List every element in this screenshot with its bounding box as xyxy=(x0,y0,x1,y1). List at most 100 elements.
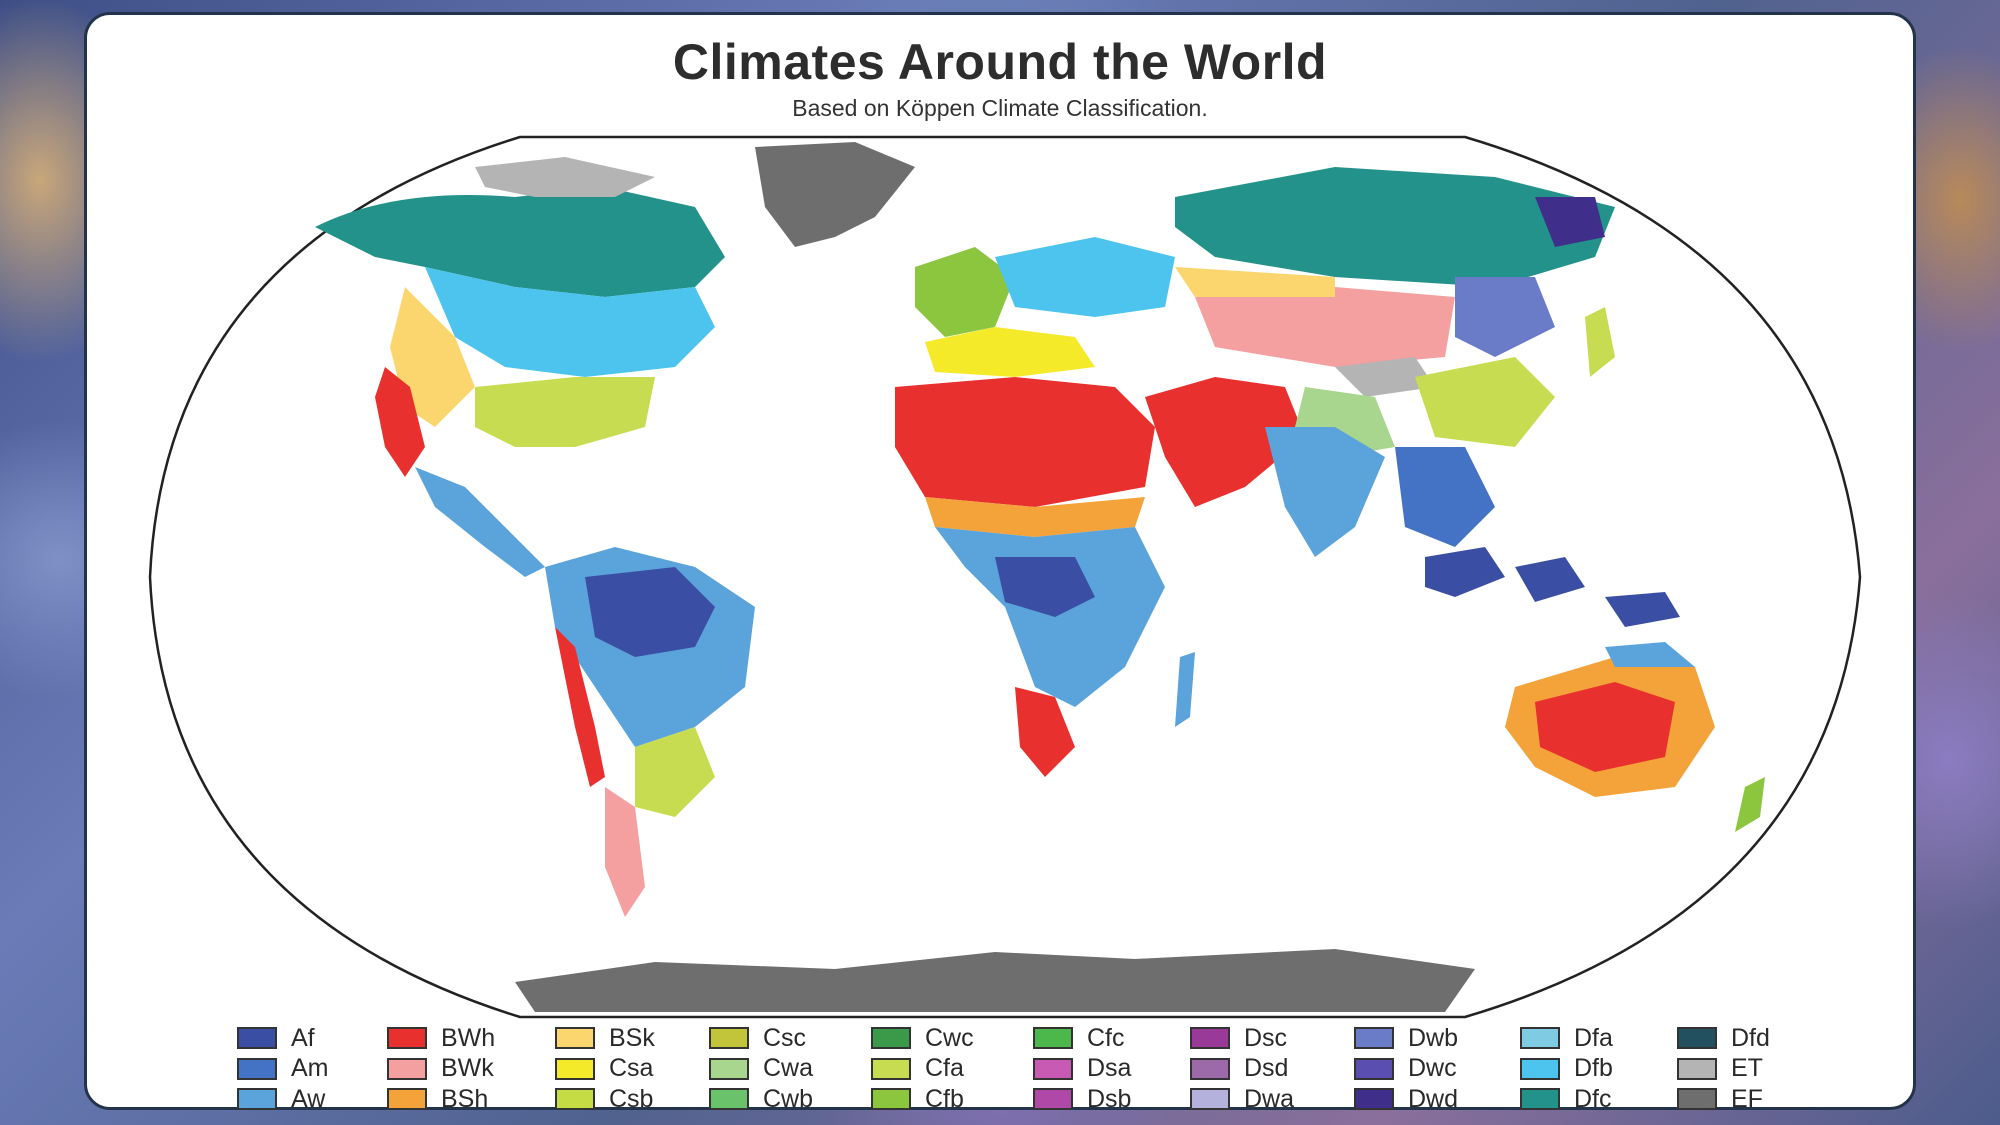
legend-item-csb: Csb xyxy=(555,1084,705,1115)
legend-item-cfa: Cfa xyxy=(871,1054,1021,1085)
map-card: Climates Around the World Based on Köppe… xyxy=(84,12,1916,1113)
climate-af-south-bwh xyxy=(1015,687,1075,777)
legend-label: BWh xyxy=(441,1023,496,1052)
legend-item-dfd: Dfd xyxy=(1677,1023,1827,1054)
legend-label: Csa xyxy=(609,1054,654,1083)
region-europe xyxy=(915,237,1175,377)
region-north-america xyxy=(315,157,725,577)
legend-swatch xyxy=(555,1057,595,1080)
climate-af-bwh-sahara xyxy=(895,377,1155,507)
climate-png-af xyxy=(1605,592,1680,627)
legend-item-dfa: Dfa xyxy=(1520,1023,1670,1054)
legend-label: Dfc xyxy=(1574,1084,1612,1113)
climate-sa-af xyxy=(585,567,715,657)
legend-column: Dsc Dsd Dwa xyxy=(1190,1023,1340,1115)
legend-swatch xyxy=(1677,1057,1717,1080)
climate-as-bsk xyxy=(1175,267,1335,297)
climate-au-aw xyxy=(1605,642,1695,667)
legend-label: Dwa xyxy=(1244,1084,1295,1113)
legend-label: BSh xyxy=(441,1084,489,1113)
region-africa xyxy=(895,377,1195,777)
climate-as-dfd xyxy=(1535,197,1605,247)
legend-item-cwa: Cwa xyxy=(709,1054,859,1085)
legend-item-bsh: BSh xyxy=(387,1084,537,1115)
climate-eu-cfb xyxy=(915,247,1015,337)
climate-sa-bwk xyxy=(605,787,645,917)
legend-item-bwh: BWh xyxy=(387,1023,537,1054)
region-maritime-asia xyxy=(1425,547,1680,627)
legend-swatch xyxy=(1677,1088,1717,1111)
climate-as-india-aw xyxy=(1265,427,1385,557)
climate-as-dfc xyxy=(1175,167,1615,287)
legend-swatch xyxy=(871,1027,911,1050)
legend-label: Dsa xyxy=(1087,1054,1132,1083)
legend-swatch xyxy=(871,1057,911,1080)
region-south-america xyxy=(545,547,755,917)
legend-item-am: Am xyxy=(237,1054,387,1085)
legend-swatch xyxy=(1190,1027,1230,1050)
legend-label: Cfb xyxy=(925,1084,964,1113)
legend-item-cfb: Cfb xyxy=(871,1084,1021,1115)
climate-as-sea-am xyxy=(1395,447,1495,547)
legend-label: Cwa xyxy=(763,1054,814,1083)
legend-label: Dsd xyxy=(1244,1054,1289,1083)
legend-label: Csb xyxy=(609,1084,654,1113)
climate-me-bwh xyxy=(1145,377,1305,507)
legend-item-dsd: Dsd xyxy=(1190,1054,1340,1085)
legend-label: Aw xyxy=(291,1084,326,1113)
legend-swatch xyxy=(871,1088,911,1111)
legend-swatch xyxy=(1677,1027,1717,1050)
legend-label: BSk xyxy=(609,1023,655,1052)
legend-label: Cwc xyxy=(925,1023,974,1052)
legend-item-dwc: Dwc xyxy=(1354,1054,1504,1085)
legend-item-et: ET xyxy=(1677,1054,1827,1085)
legend-column: Dfa Dfb Dfc xyxy=(1520,1023,1670,1115)
legend-swatch xyxy=(387,1088,427,1111)
legend-label: Dfd xyxy=(1731,1023,1770,1052)
climate-indonesia-af-2 xyxy=(1515,557,1585,602)
legend-swatch xyxy=(709,1057,749,1080)
legend-item-csc: Csc xyxy=(709,1023,859,1054)
legend-column: BWh BWk BSh xyxy=(387,1023,537,1115)
legend-swatch xyxy=(237,1088,277,1111)
climate-as-cfa xyxy=(1415,357,1555,447)
legend-item-dsa: Dsa xyxy=(1033,1054,1183,1085)
legend-item-cfc: Cfc xyxy=(1033,1023,1183,1054)
legend-label: Cfa xyxy=(925,1054,964,1083)
climate-af-af xyxy=(995,557,1095,617)
legend-swatch xyxy=(709,1027,749,1050)
legend-label: Dwd xyxy=(1408,1084,1459,1113)
climate-sa-cfa xyxy=(635,727,715,817)
climate-greenland-ef xyxy=(755,142,915,247)
climate-na-west-bwh xyxy=(375,367,425,477)
legend-item-dwb: Dwb xyxy=(1354,1023,1504,1054)
legend-swatch xyxy=(1520,1088,1560,1111)
climate-af-bsh-sahel xyxy=(925,497,1145,537)
legend-column: BSk Csa Csb xyxy=(555,1023,705,1115)
legend-swatch xyxy=(555,1027,595,1050)
legend-label: BWk xyxy=(441,1054,494,1083)
legend-item-bsk: BSk xyxy=(555,1023,705,1054)
legend-label: Dfa xyxy=(1574,1023,1613,1052)
legend-column: Dfd ET EF xyxy=(1677,1023,1827,1115)
legend-item-dfb: Dfb xyxy=(1520,1054,1670,1085)
climate-madagascar-aw xyxy=(1175,652,1195,727)
legend-swatch xyxy=(709,1088,749,1111)
legend-label: Dwb xyxy=(1408,1023,1459,1052)
climate-antarctica-ef xyxy=(515,949,1475,1012)
legend-label: Cwb xyxy=(763,1084,814,1113)
legend-item-dwa: Dwa xyxy=(1190,1084,1340,1115)
legend-swatch xyxy=(1033,1057,1073,1080)
climate-au-bwh xyxy=(1535,682,1675,772)
legend-item-cwb: Cwb xyxy=(709,1084,859,1115)
legend-column: Csc Cwa Cwb xyxy=(709,1023,859,1115)
climate-as-bwk xyxy=(1195,287,1455,367)
climate-na-dfb xyxy=(425,267,715,377)
legend-label: Dwc xyxy=(1408,1054,1457,1083)
page-subtitle: Based on Köppen Climate Classification. xyxy=(792,95,1208,121)
legend-swatch xyxy=(555,1088,595,1111)
region-australia xyxy=(1505,642,1765,832)
legend-label: Am xyxy=(291,1054,329,1083)
legend-swatch xyxy=(1190,1088,1230,1111)
climate-na-arctic-dfc xyxy=(315,187,725,297)
